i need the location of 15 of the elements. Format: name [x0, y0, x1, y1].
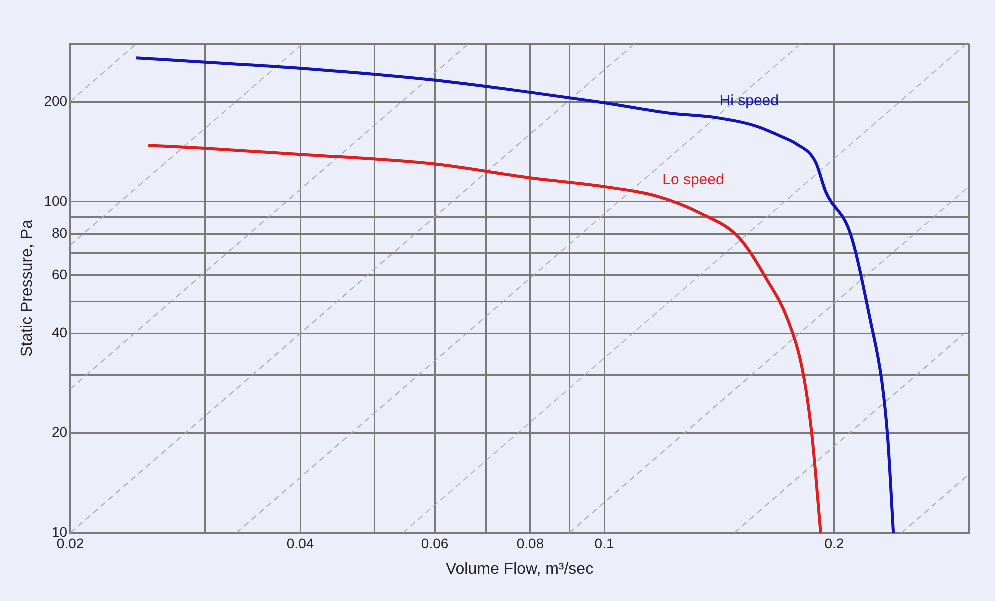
y-axis-title: Static Pressure, Pa [19, 220, 36, 357]
y-tick-label: 60 [52, 266, 68, 282]
y-tick-label: 20 [52, 424, 68, 440]
x-tick-label: 0.06 [421, 535, 449, 552]
y-tick-label: 40 [52, 324, 68, 341]
y-tick-label: 100 [44, 192, 68, 209]
x-tick-label: 0.04 [286, 535, 314, 552]
x-tick-label: 0.08 [516, 535, 544, 552]
series-label: Lo speed [662, 171, 724, 188]
y-tick-label: 80 [52, 224, 68, 241]
y-tick-label: 200 [44, 93, 68, 110]
x-tick-label: 0.1 [594, 535, 614, 552]
y-tick-label: 10 [52, 524, 68, 540]
x-axis-title: Volume Flow, m³/sec [446, 560, 594, 578]
x-tick-label: 0.2 [824, 535, 844, 552]
